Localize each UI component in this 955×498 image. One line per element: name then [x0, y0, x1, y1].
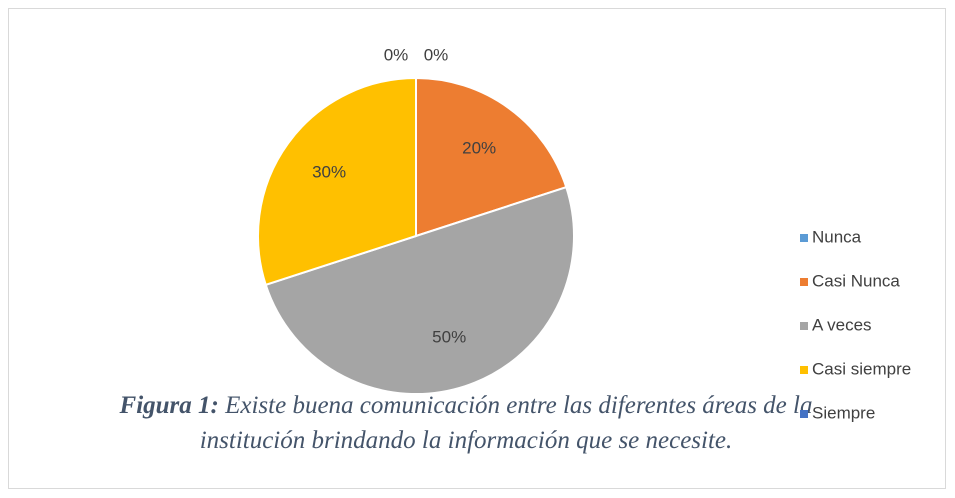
chart-frame	[8, 8, 946, 489]
pie-slice	[257, 76, 417, 287]
legend-swatch	[800, 366, 808, 374]
caption-label: Figura 1:	[119, 392, 219, 419]
legend-label: Nunca	[812, 227, 862, 246]
caption-text: Existe buena comunicación entre las dife…	[199, 392, 813, 454]
data-label: 0%	[384, 45, 409, 64]
legend-label: A veces	[812, 315, 872, 334]
legend-swatch	[800, 410, 808, 418]
legend-label: Casi siempre	[812, 359, 911, 378]
legend-swatch	[800, 234, 808, 242]
legend-label: Siempre	[812, 403, 875, 422]
pie-slice	[415, 76, 568, 238]
caption: Figura 1: Existe buena comunicación entr…	[80, 388, 852, 458]
legend-label: Casi Nunca	[812, 271, 900, 290]
data-label: 20%	[462, 139, 496, 158]
legend-swatch	[800, 322, 808, 330]
data-label: 0%	[424, 45, 449, 64]
data-label: 50%	[432, 328, 466, 347]
pie-slice	[264, 185, 575, 395]
data-label: 30%	[312, 162, 346, 181]
legend-swatch	[800, 278, 808, 286]
